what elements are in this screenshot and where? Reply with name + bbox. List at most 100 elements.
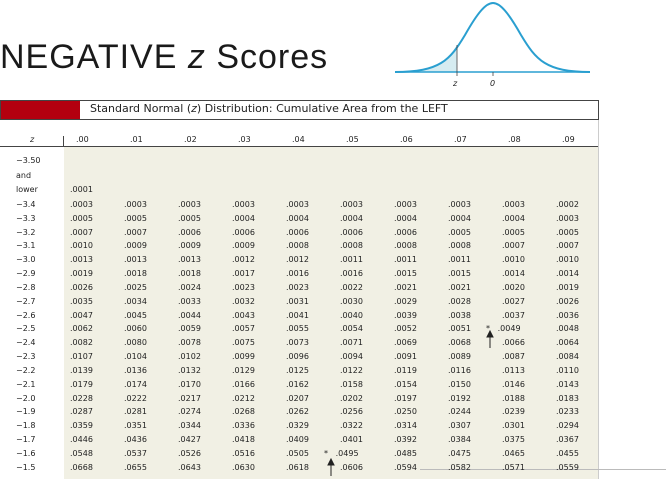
- cell: .0062: [70, 324, 93, 334]
- column-header: .01: [130, 135, 143, 144]
- cell: .0084: [556, 352, 579, 362]
- cell: .0082: [70, 338, 93, 348]
- row-label: −3.50: [16, 156, 41, 165]
- cell: .0043: [232, 310, 255, 320]
- cell: .0329: [286, 421, 309, 431]
- cell: .0048: [556, 324, 579, 334]
- cell: .0004: [286, 213, 309, 223]
- cell: .0268: [232, 407, 255, 417]
- cell: .0005: [448, 227, 471, 237]
- cell: .0006: [286, 227, 309, 237]
- cell: .0110: [556, 365, 579, 375]
- cell: .0003: [502, 200, 525, 209]
- cell: .0170: [178, 379, 201, 389]
- cell: .0003: [394, 200, 417, 209]
- cell: .0244: [448, 407, 471, 417]
- cell: .0359: [70, 421, 93, 431]
- cell: .0143: [556, 379, 579, 389]
- cell: .0008: [448, 241, 471, 251]
- cell: .0475: [448, 448, 471, 458]
- cell: .0409: [286, 435, 309, 445]
- cell: .0375: [502, 435, 525, 445]
- cell: .0192: [448, 393, 471, 403]
- row-label: −2.5: [16, 324, 36, 334]
- cell: .0045: [124, 310, 147, 320]
- cell: .0197: [394, 393, 417, 403]
- cell: .0013: [70, 255, 93, 265]
- cell: .0004: [340, 213, 363, 223]
- cell: .0307: [448, 421, 471, 431]
- table-caption: Standard Normal (z) Distribution: Cumula…: [90, 102, 448, 115]
- row-label: −2.9: [16, 269, 36, 279]
- cell: .0023: [232, 282, 255, 292]
- cell: .0054: [340, 324, 363, 334]
- cell: .0314: [394, 421, 417, 431]
- row-label: −1.9: [16, 407, 36, 417]
- cell: .0505: [286, 448, 309, 458]
- cell: .0008: [340, 241, 363, 251]
- cell: .0026: [556, 296, 579, 306]
- row-label: −2.4: [16, 338, 36, 348]
- cell: .0069: [394, 338, 417, 348]
- cell: .0096: [286, 352, 309, 362]
- cell: .0064: [556, 338, 579, 348]
- cell: .0037: [502, 310, 525, 320]
- cell: .0207: [286, 393, 309, 403]
- cell: .0005: [178, 213, 201, 223]
- cell: .0281: [124, 407, 147, 417]
- cell: .0003: [124, 200, 147, 209]
- cell: .0031: [286, 296, 309, 306]
- cell: .0392: [394, 435, 417, 445]
- cell: .0384: [448, 435, 471, 445]
- cell: .0188: [502, 393, 525, 403]
- row-label: −3.1: [16, 241, 36, 251]
- cell: .0038: [448, 310, 471, 320]
- row-label: and: [16, 170, 32, 180]
- cell: .0668: [70, 462, 93, 472]
- cell: .0094: [340, 352, 363, 362]
- cell: .0336: [232, 421, 255, 431]
- cell: .0057: [232, 324, 255, 334]
- row-label: −2.3: [16, 352, 36, 362]
- cell: .0351: [124, 421, 147, 431]
- cell: .0005: [556, 227, 579, 237]
- normal-curve: [394, 1, 591, 73]
- row-label: −2.1: [16, 379, 36, 389]
- cell: .0015: [448, 269, 471, 279]
- cell: .0023: [286, 282, 309, 292]
- cell: * .0495: [324, 448, 359, 458]
- cell: .0047: [70, 310, 93, 320]
- cell: .0017: [232, 269, 255, 279]
- row-label: −3.2: [16, 227, 36, 237]
- cell: .0026: [70, 282, 93, 292]
- cell: .0250: [394, 407, 417, 417]
- title-variable: z: [187, 38, 206, 76]
- cell: .0116: [448, 365, 471, 375]
- cell: .0107: [70, 352, 93, 362]
- cell: .0016: [340, 269, 363, 279]
- cell: .0040: [340, 310, 363, 320]
- row-label: −1.5: [16, 462, 36, 472]
- cell: .0594: [394, 462, 417, 472]
- cell: .0044: [178, 310, 201, 320]
- cell: .0010: [556, 255, 579, 265]
- cell: .0012: [232, 255, 255, 265]
- curve-z-label: z: [453, 79, 458, 88]
- cell: .0010: [502, 255, 525, 265]
- title-text: NEGATIVE: [0, 38, 178, 76]
- row-label: −1.7: [16, 435, 36, 445]
- cell: .0571: [502, 462, 525, 472]
- cell: .0009: [124, 241, 147, 251]
- cell: .0618: [286, 462, 309, 472]
- row-label: −3.0: [16, 255, 36, 265]
- page-title: NEGATIVE z Scores: [0, 38, 328, 77]
- cell: .0018: [124, 269, 147, 279]
- cell: .0089: [448, 352, 471, 362]
- cell: .0008: [394, 241, 417, 251]
- cell: .0367: [556, 435, 579, 445]
- cell: .0004: [502, 213, 525, 223]
- cell: .0427: [178, 435, 201, 445]
- cell: .0526: [178, 448, 201, 458]
- cell: .0485: [394, 448, 417, 458]
